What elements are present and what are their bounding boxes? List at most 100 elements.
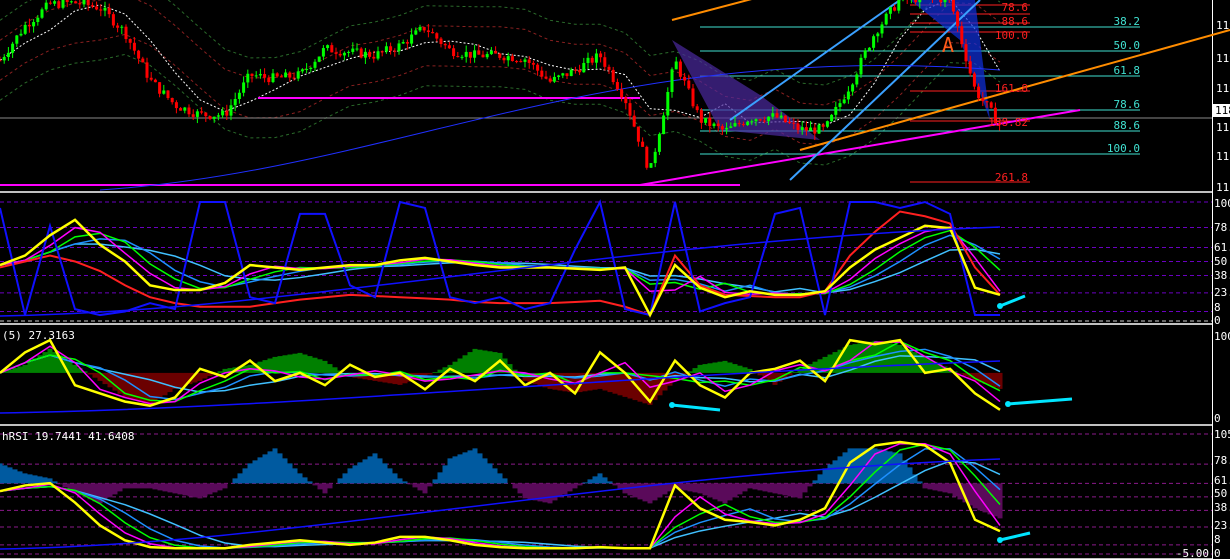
candle-body bbox=[128, 39, 132, 43]
fib-label: 161.8 bbox=[995, 82, 1028, 95]
candle-body bbox=[309, 67, 313, 70]
candle-body bbox=[943, 0, 947, 3]
histogram-bar bbox=[7, 369, 13, 373]
histogram-bar bbox=[957, 483, 963, 500]
histogram-bar bbox=[197, 372, 203, 381]
candle-body bbox=[662, 115, 666, 135]
histogram-bar bbox=[577, 483, 583, 486]
panel2-axis: 100 78.6 61.8 50 38.2 23.6 8 0 100 0 105… bbox=[1176, 197, 1230, 559]
histogram-bar bbox=[787, 372, 793, 376]
histogram-bar bbox=[152, 483, 158, 490]
fib-label: 100.0 bbox=[995, 29, 1028, 42]
histogram-bar bbox=[607, 481, 613, 484]
histogram-bar bbox=[307, 481, 313, 484]
candle-body bbox=[645, 146, 649, 168]
candle-body bbox=[796, 123, 800, 130]
histogram-bar bbox=[182, 483, 188, 496]
histogram-bar bbox=[122, 483, 128, 489]
histogram-bar bbox=[647, 372, 653, 405]
histogram-bar bbox=[767, 483, 773, 493]
candle-body bbox=[586, 57, 590, 63]
histogram-bar bbox=[877, 449, 883, 484]
histogram-bar bbox=[337, 478, 343, 484]
histogram-bar bbox=[942, 483, 948, 493]
histogram-bar bbox=[482, 350, 488, 373]
histogram-bar bbox=[17, 471, 23, 484]
histogram-bar bbox=[977, 372, 983, 383]
histogram-bar bbox=[217, 483, 223, 491]
histogram-bar bbox=[972, 372, 978, 381]
histogram-bar bbox=[907, 349, 913, 373]
histogram-bar bbox=[167, 483, 173, 493]
candle-body bbox=[124, 26, 128, 40]
histogram-bar bbox=[47, 478, 53, 484]
histogram-bar bbox=[622, 372, 628, 397]
candle-body bbox=[792, 122, 796, 124]
histogram-bar bbox=[782, 483, 788, 496]
candle-body bbox=[977, 86, 981, 99]
histogram-bar bbox=[157, 372, 163, 399]
histogram-bar bbox=[732, 364, 738, 373]
candle-body bbox=[615, 82, 619, 90]
candle-body bbox=[99, 9, 103, 11]
candle-body bbox=[599, 53, 603, 58]
histogram-bar bbox=[87, 483, 93, 500]
candle-body bbox=[380, 51, 384, 53]
candle-body bbox=[0, 60, 2, 62]
histogram-bar bbox=[587, 479, 593, 484]
candle-body bbox=[326, 45, 330, 49]
histogram-bar bbox=[627, 483, 633, 496]
histogram-bar bbox=[572, 483, 578, 489]
pattern-label-a: A bbox=[942, 33, 954, 57]
candle-body bbox=[78, 3, 82, 5]
candle-body bbox=[363, 51, 367, 58]
candle-body bbox=[855, 74, 859, 85]
histogram-bar bbox=[227, 368, 233, 373]
histogram-bar bbox=[537, 372, 543, 386]
histogram-bar bbox=[477, 349, 483, 373]
candle-body bbox=[166, 90, 170, 98]
histogram-bar bbox=[702, 483, 708, 496]
candle-body bbox=[641, 141, 645, 147]
signal-line bbox=[0, 360, 1001, 414]
candle-body bbox=[229, 105, 233, 116]
histogram-bar bbox=[582, 482, 588, 484]
histogram-bar bbox=[832, 460, 838, 484]
histogram-bar bbox=[312, 483, 318, 486]
candle-body bbox=[540, 70, 544, 77]
histogram-bar bbox=[812, 480, 818, 484]
candle-body bbox=[779, 115, 783, 118]
histogram-bar bbox=[902, 347, 908, 373]
trendline bbox=[799, 29, 1230, 151]
histogram-bar bbox=[962, 483, 968, 503]
histogram-bar bbox=[102, 372, 108, 385]
candle-body bbox=[460, 56, 464, 58]
histogram-bar bbox=[757, 483, 763, 491]
histogram-bar bbox=[0, 463, 3, 484]
histogram-bar bbox=[57, 483, 63, 485]
candle-body bbox=[956, 11, 960, 27]
histogram-bar bbox=[42, 352, 48, 373]
histogram-bar bbox=[612, 483, 618, 486]
candle-body bbox=[195, 111, 199, 117]
candle-body bbox=[36, 17, 40, 23]
histogram-bar bbox=[627, 372, 633, 399]
histogram-bar bbox=[262, 360, 268, 373]
candle-body bbox=[6, 52, 10, 58]
histogram-bar bbox=[552, 483, 558, 501]
histogram-bar bbox=[172, 372, 178, 389]
candle-body bbox=[384, 46, 388, 52]
candle-body bbox=[334, 52, 338, 54]
histogram-bar bbox=[967, 483, 973, 506]
candle-body bbox=[754, 119, 758, 122]
indicator-line bbox=[0, 443, 1001, 550]
candle-body bbox=[74, 1, 78, 4]
candle-body bbox=[200, 111, 204, 113]
histogram-bar bbox=[797, 368, 803, 373]
histogram-bar bbox=[497, 473, 503, 484]
fib-label: 261.8 bbox=[995, 171, 1028, 184]
candle-body bbox=[888, 7, 892, 14]
candle-body bbox=[452, 48, 456, 57]
candle-body bbox=[972, 73, 976, 87]
